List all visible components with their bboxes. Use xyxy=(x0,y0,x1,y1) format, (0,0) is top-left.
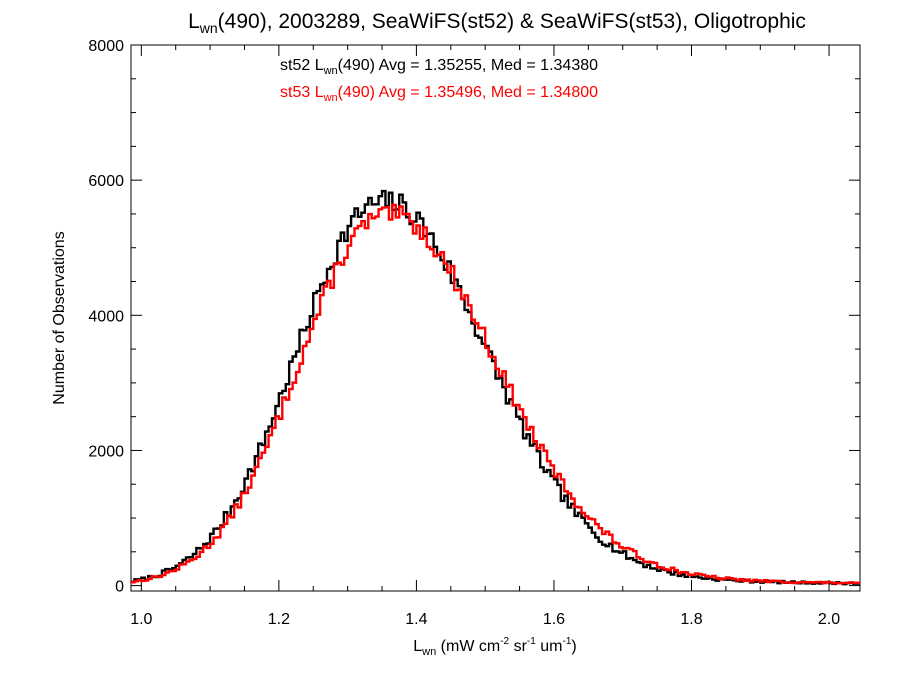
annotation-st53-suffix: (490) Avg = 1.35496, Med = 1.34800 xyxy=(338,84,598,101)
x-axis-label-prefix: L xyxy=(413,638,422,655)
x-tick-label: 1.4 xyxy=(405,611,427,628)
x-axis-tick-labels: 1.0 1.2 1.4 1.6 1.8 2.0 xyxy=(130,611,840,628)
x-axis-label-part: sr xyxy=(509,638,527,655)
y-axis-label: Number of Observations xyxy=(51,231,68,404)
x-axis-label-part: (mW cm xyxy=(436,638,500,655)
annotation-st52-suffix: (490) Avg = 1.35255, Med = 1.34380 xyxy=(338,57,598,74)
plot-frame xyxy=(130,44,861,592)
chart-title-subscript: wn xyxy=(199,20,218,36)
x-tick-label: 2.0 xyxy=(818,611,840,628)
series-line-st53 xyxy=(131,203,860,585)
series-layer xyxy=(131,189,860,586)
y-axis-tick-labels: 0 2000 4000 6000 8000 xyxy=(88,38,124,596)
x-axis-label-part: -1 xyxy=(562,636,571,647)
series-line-st52 xyxy=(131,189,860,586)
y-tick-label: 0 xyxy=(115,579,124,596)
y-tick-label: 6000 xyxy=(88,173,124,190)
x-tick-label: 1.0 xyxy=(130,611,152,628)
x-axis-label-part: um xyxy=(536,638,563,655)
axis-ticks xyxy=(131,44,860,591)
annotation-st53-prefix: st53 L xyxy=(280,84,324,101)
y-tick-label: 4000 xyxy=(88,308,124,325)
chart-title-suffix: (490), 2003289, SeaWiFS(st52) & SeaWiFS(… xyxy=(218,10,806,33)
annotation-st52: st52 Lwn(490) Avg = 1.35255, Med = 1.343… xyxy=(280,57,598,77)
x-axis-label-part: ) xyxy=(571,638,576,655)
x-axis-label: Lwn (mW cm-2 sr-1 um-1) xyxy=(413,636,576,658)
annotation-st52-subscript: wn xyxy=(323,65,338,77)
chart-title: Lwn(490), 2003289, SeaWiFS(st52) & SeaWi… xyxy=(188,10,806,36)
chart-title-prefix: L xyxy=(188,10,200,33)
annotation-st53: st53 Lwn(490) Avg = 1.35496, Med = 1.348… xyxy=(280,84,598,104)
y-tick-label: 2000 xyxy=(88,443,124,460)
x-axis-label-part: -2 xyxy=(500,636,509,647)
y-tick-label: 8000 xyxy=(88,38,124,55)
x-tick-label: 1.8 xyxy=(680,611,702,628)
x-axis-label-subscript: wn xyxy=(421,646,436,658)
x-tick-label: 1.6 xyxy=(543,611,565,628)
annotation-st52-prefix: st52 L xyxy=(280,57,324,74)
annotation-st53-subscript: wn xyxy=(323,92,338,104)
x-tick-label: 1.2 xyxy=(268,611,290,628)
x-axis-label-part: -1 xyxy=(527,636,536,647)
